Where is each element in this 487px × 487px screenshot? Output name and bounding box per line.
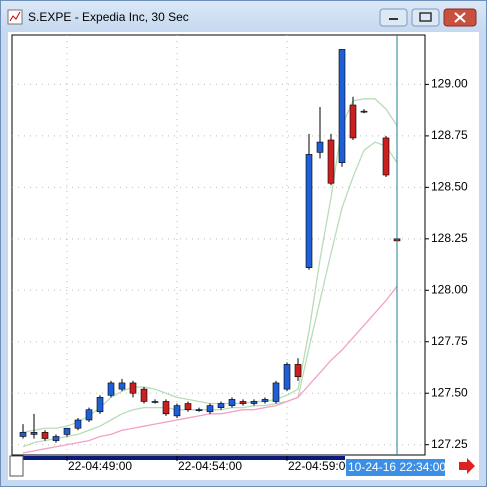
candle-body — [41, 432, 49, 439]
candle-body — [305, 154, 313, 268]
candle-body — [74, 419, 82, 429]
candle-body — [272, 382, 280, 402]
candle-body — [250, 401, 258, 404]
candle-body — [327, 139, 335, 184]
window-title: S.EXPE - Expedia Inc, 30 Sec — [28, 10, 189, 24]
y-tick-label: 127.75 — [431, 334, 468, 348]
maximize-icon — [419, 12, 432, 22]
candle-body — [63, 427, 71, 435]
scrollbar-track[interactable] — [12, 456, 345, 460]
y-tick-label: 128.75 — [431, 128, 468, 142]
candle-body — [19, 432, 27, 437]
candle-body — [382, 137, 390, 176]
candle-body — [261, 399, 269, 402]
candle-body — [162, 401, 170, 415]
y-tick-label: 127.50 — [431, 385, 468, 399]
moving-average-line — [22, 98, 398, 433]
scroll-right-arrow[interactable] — [459, 458, 475, 474]
maximize-button[interactable] — [411, 8, 440, 27]
minimize-icon — [389, 18, 398, 20]
candle-body — [52, 436, 60, 441]
scrollbar-thumb[interactable] — [9, 455, 24, 477]
x-tick-label: 22-04:54:00 — [178, 459, 242, 473]
y-tick-label: 128.50 — [431, 180, 468, 194]
candle-body — [173, 405, 181, 417]
crosshair-label: 10-24-16 22:34:00 — [348, 460, 446, 474]
candle-body — [228, 399, 236, 406]
candle-body — [151, 401, 159, 403]
candle-body — [107, 382, 115, 396]
candle-body — [294, 364, 302, 378]
app-icon-graph — [9, 11, 21, 22]
moving-average-line — [22, 285, 398, 454]
candle-body — [206, 405, 214, 413]
app-icon — [7, 9, 23, 25]
candle-body — [129, 382, 137, 394]
y-tick-label: 127.25 — [431, 437, 468, 451]
candle-body — [349, 104, 357, 139]
candle-body — [30, 432, 38, 435]
y-tick-label: 128.00 — [431, 282, 468, 296]
candle-body — [85, 409, 93, 421]
close-icon — [454, 12, 466, 23]
x-tick-label: 22-04:49:00 — [68, 459, 132, 473]
candle-body — [195, 409, 203, 412]
plot-area — [11, 34, 426, 456]
candle-body — [239, 401, 247, 404]
crosshair-label-bg — [346, 459, 445, 476]
candle-body — [283, 364, 291, 390]
candle-body — [217, 403, 225, 408]
chart-layer: 127.25 127.50 127.75 128.00 128.25 128.50 128.… — [12, 35, 468, 476]
candle-body — [316, 141, 324, 153]
candle-body — [184, 403, 192, 411]
y-tick-label: 128.25 — [431, 231, 468, 245]
candle-body — [360, 110, 368, 113]
candle-body — [338, 49, 346, 163]
candle-body — [140, 388, 148, 402]
y-tick-label: 129.00 — [431, 77, 468, 91]
minimize-button[interactable] — [379, 8, 408, 27]
x-tick-label: 22-04:59:00 — [288, 459, 352, 473]
candle-body — [96, 397, 104, 413]
candle-body — [118, 382, 126, 390]
